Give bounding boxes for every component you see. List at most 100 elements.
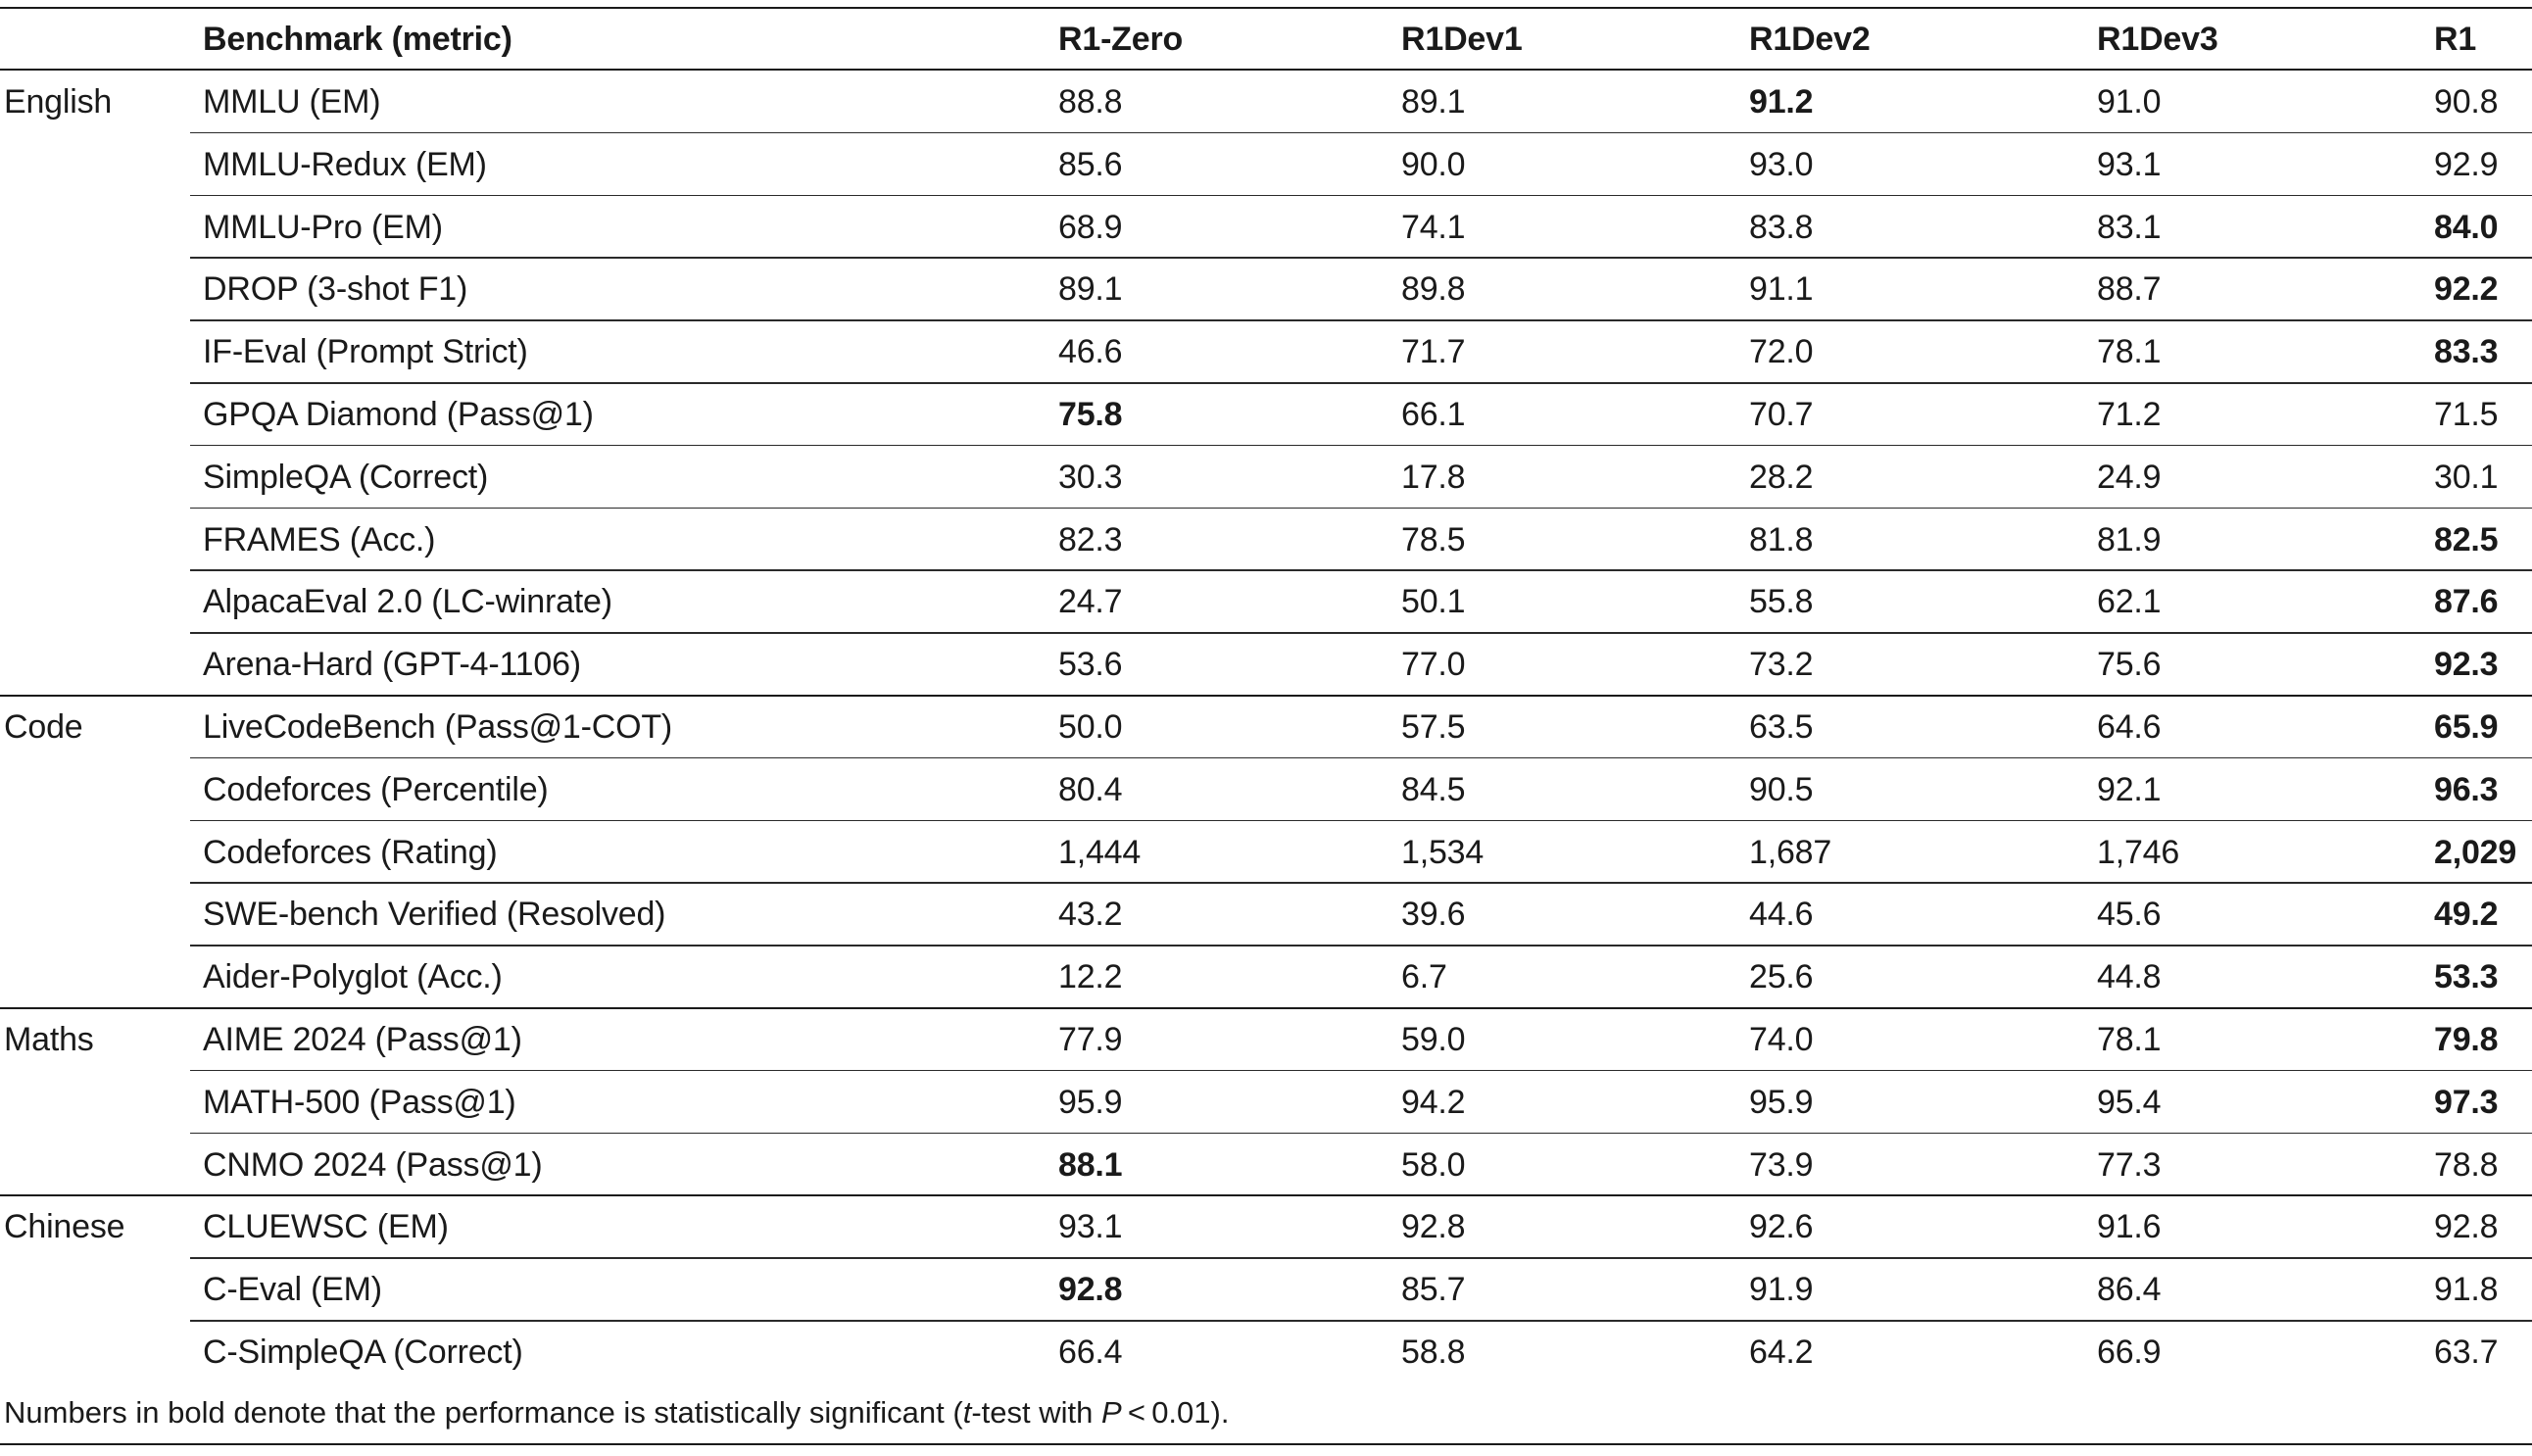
score-cell: 12.2 bbox=[1058, 958, 1123, 996]
score-cell: 77.0 bbox=[1401, 646, 1466, 684]
score-cell: 97.3 bbox=[2434, 1083, 2499, 1121]
score-cell: 92.8 bbox=[1401, 1208, 1466, 1246]
score-cell: 73.9 bbox=[1749, 1145, 1814, 1184]
score-cell: 1,534 bbox=[1401, 833, 1485, 871]
score-cell: 1,444 bbox=[1058, 833, 1142, 871]
score-cell: 25.6 bbox=[1749, 958, 1814, 996]
score-cell: 91.9 bbox=[1749, 1271, 1814, 1309]
score-cell: 30.1 bbox=[2434, 458, 2499, 496]
score-cell: 92.2 bbox=[2434, 270, 2499, 309]
score-cell: 82.3 bbox=[1058, 520, 1123, 558]
score-cell: 1,746 bbox=[2097, 833, 2180, 871]
score-cell: 73.2 bbox=[1749, 646, 1814, 684]
score-cell: 91.8 bbox=[2434, 1271, 2499, 1309]
score-cell: 50.0 bbox=[1058, 708, 1123, 746]
header-r1dev3: R1Dev3 bbox=[2097, 21, 2218, 58]
score-cell: 82.5 bbox=[2434, 520, 2499, 558]
header-r1-zero: R1-Zero bbox=[1058, 21, 1184, 58]
table-top-rule bbox=[0, 7, 2532, 9]
row-divider bbox=[190, 1257, 2532, 1259]
row-divider bbox=[190, 819, 2532, 822]
score-cell: 58.0 bbox=[1401, 1145, 1466, 1184]
score-cell: 79.8 bbox=[2434, 1021, 2499, 1058]
score-cell: 24.9 bbox=[2097, 458, 2162, 496]
benchmark-name: C-Eval (EM) bbox=[203, 1271, 382, 1309]
score-cell: 66.1 bbox=[1401, 396, 1466, 433]
header-r1dev1: R1Dev1 bbox=[1401, 21, 1523, 58]
table-bottom-rule bbox=[0, 1443, 2532, 1445]
score-cell: 89.1 bbox=[1058, 270, 1123, 309]
score-cell: 64.2 bbox=[1749, 1334, 1814, 1371]
score-cell: 45.6 bbox=[2097, 896, 2162, 934]
row-divider bbox=[190, 382, 2532, 384]
benchmark-name: FRAMES (Acc.) bbox=[203, 520, 436, 558]
score-cell: 78.8 bbox=[2434, 1145, 2499, 1184]
group-divider bbox=[0, 1007, 2532, 1009]
group-label: English bbox=[4, 83, 113, 121]
benchmark-name: DROP (3-shot F1) bbox=[203, 270, 468, 309]
score-cell: 95.4 bbox=[2097, 1083, 2162, 1121]
score-cell: 85.7 bbox=[1401, 1271, 1466, 1309]
row-divider bbox=[190, 131, 2532, 134]
benchmark-name: SimpleQA (Correct) bbox=[203, 458, 489, 496]
score-cell: 77.9 bbox=[1058, 1021, 1123, 1058]
score-cell: 93.0 bbox=[1749, 145, 1814, 183]
footnote-text-end: < 0.01). bbox=[1121, 1395, 1230, 1430]
score-cell: 92.3 bbox=[2434, 646, 2499, 684]
score-cell: 90.0 bbox=[1401, 145, 1466, 183]
score-cell: 74.1 bbox=[1401, 208, 1466, 246]
group-divider bbox=[0, 1194, 2532, 1197]
score-cell: 63.7 bbox=[2434, 1334, 2499, 1371]
score-cell: 17.8 bbox=[1401, 458, 1466, 496]
footnote-text-mid: -test with bbox=[971, 1395, 1101, 1430]
benchmark-name: MATH-500 (Pass@1) bbox=[203, 1083, 516, 1121]
score-cell: 83.3 bbox=[2434, 333, 2499, 371]
row-divider bbox=[190, 194, 2532, 197]
row-divider bbox=[190, 569, 2532, 571]
row-divider bbox=[190, 945, 2532, 946]
score-cell: 83.8 bbox=[1749, 208, 1814, 246]
score-cell: 66.4 bbox=[1058, 1334, 1123, 1371]
score-cell: 64.6 bbox=[2097, 708, 2162, 746]
score-cell: 91.2 bbox=[1749, 83, 1814, 121]
score-cell: 87.6 bbox=[2434, 583, 2499, 621]
score-cell: 71.5 bbox=[2434, 396, 2499, 433]
score-cell: 89.8 bbox=[1401, 270, 1466, 309]
score-cell: 92.8 bbox=[2434, 1208, 2499, 1246]
benchmark-name: MMLU (EM) bbox=[203, 83, 381, 121]
score-cell: 44.8 bbox=[2097, 958, 2162, 996]
benchmark-name: AIME 2024 (Pass@1) bbox=[203, 1021, 522, 1058]
score-cell: 86.4 bbox=[2097, 1271, 2162, 1309]
group-divider bbox=[0, 695, 2532, 697]
benchmark-name: Codeforces (Rating) bbox=[203, 833, 498, 871]
score-cell: 78.1 bbox=[2097, 1021, 2162, 1058]
score-cell: 71.2 bbox=[2097, 396, 2162, 433]
benchmark-name: AlpacaEval 2.0 (LC-winrate) bbox=[203, 583, 612, 621]
score-cell: 92.8 bbox=[1058, 1271, 1123, 1309]
score-cell: 95.9 bbox=[1058, 1083, 1123, 1121]
score-cell: 80.4 bbox=[1058, 770, 1123, 808]
benchmark-name: GPQA Diamond (Pass@1) bbox=[203, 396, 594, 433]
score-cell: 92.9 bbox=[2434, 145, 2499, 183]
footnote-p-symbol: P bbox=[1100, 1395, 1122, 1430]
score-cell: 44.6 bbox=[1749, 896, 1814, 934]
score-cell: 75.6 bbox=[2097, 646, 2162, 684]
score-cell: 28.2 bbox=[1749, 458, 1814, 496]
score-cell: 81.8 bbox=[1749, 520, 1814, 558]
group-label: Maths bbox=[4, 1021, 94, 1058]
score-cell: 72.0 bbox=[1749, 333, 1814, 371]
score-cell: 62.1 bbox=[2097, 583, 2162, 621]
score-cell: 89.1 bbox=[1401, 83, 1466, 121]
score-cell: 93.1 bbox=[2097, 145, 2162, 183]
header-benchmark: Benchmark (metric) bbox=[203, 21, 512, 58]
benchmark-name: CNMO 2024 (Pass@1) bbox=[203, 1145, 543, 1184]
score-cell: 49.2 bbox=[2434, 896, 2499, 934]
benchmark-name: IF-Eval (Prompt Strict) bbox=[203, 333, 528, 371]
header-r1: R1 bbox=[2434, 21, 2477, 58]
score-cell: 57.5 bbox=[1401, 708, 1466, 746]
score-cell: 68.9 bbox=[1058, 208, 1123, 246]
score-cell: 84.0 bbox=[2434, 208, 2499, 246]
score-cell: 81.9 bbox=[2097, 520, 2162, 558]
score-cell: 92.1 bbox=[2097, 770, 2162, 808]
benchmark-name: C-SimpleQA (Correct) bbox=[203, 1334, 523, 1371]
